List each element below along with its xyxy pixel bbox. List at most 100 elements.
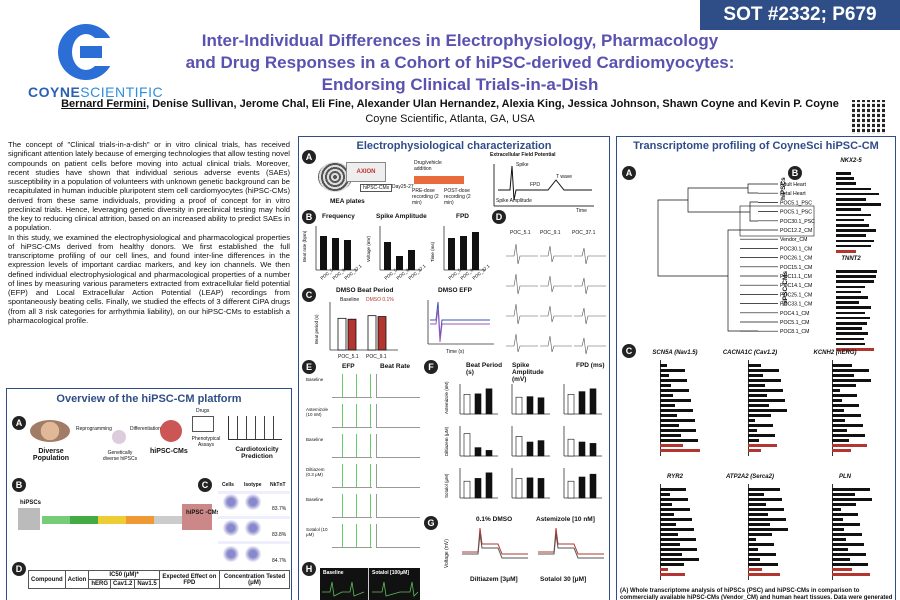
tree-leaf-label: POC26.1_CM — [780, 256, 812, 262]
tree-leaf-label: POC5.1_PSC — [780, 210, 812, 216]
axion-device: AXION — [346, 162, 386, 182]
c-hbar — [660, 369, 685, 372]
e-trace — [332, 434, 372, 458]
c-hbar — [832, 503, 857, 506]
introduction-text: The concept of "Clinical trials-in-a-dis… — [8, 140, 290, 325]
a-fpd-label: FPD — [530, 182, 540, 188]
c-hbar — [660, 528, 694, 531]
e-trace — [332, 524, 372, 548]
b-hbar — [836, 177, 854, 180]
hipscs-image — [18, 508, 40, 530]
b-bar-1-2 — [408, 250, 415, 270]
b-bar-2-1 — [460, 236, 467, 270]
c-bar-0 — [337, 317, 347, 351]
reprogramming-label: Reprogramming — [76, 426, 112, 432]
g-title-diltiazem: Diltiazem [3μM] — [470, 576, 518, 583]
f-bar-1-0-1 — [474, 447, 482, 457]
c-hbar — [748, 513, 769, 516]
f-bar-1-2-2 — [589, 443, 597, 457]
e-row-label: Diltiazem (0.3 μM) — [306, 467, 325, 477]
b-hbar — [836, 306, 871, 309]
c-hbar — [748, 419, 756, 422]
c-axis — [832, 360, 833, 456]
b-hbar — [836, 229, 876, 232]
b-hbar — [836, 342, 865, 346]
e-beatrate-box — [376, 434, 420, 458]
e-beatrate-box — [376, 404, 420, 428]
c-hbar — [660, 419, 695, 422]
e-row-label: Baseline — [306, 377, 324, 382]
a-amp-label: Spike Amplitude — [496, 198, 532, 204]
c-hbar — [832, 404, 860, 407]
b-title-spike: Spike Amplitude — [376, 213, 427, 220]
b-title-fpd: FPD — [456, 213, 469, 220]
gene-nkx25: NKX2-5 — [840, 158, 862, 164]
c-hbar — [748, 444, 777, 447]
c-hbar — [660, 374, 670, 377]
tree-leaf-label: Adult Heart — [780, 182, 807, 188]
hipsc-cms-b-label: hiPSC -CMs — [186, 510, 221, 516]
c-hbar — [748, 384, 766, 387]
poster-title: Inter-Individual Differences in Electrop… — [185, 31, 735, 95]
c-efp-trace — [427, 300, 494, 345]
b-hbar — [836, 250, 856, 253]
c-hbar — [748, 409, 787, 412]
c-hbar — [748, 434, 775, 437]
tree-leaf-label: Vendor_CM — [780, 237, 807, 243]
c-hbar — [660, 508, 690, 511]
tree-leaf-label: POC5.1_CM — [780, 320, 809, 326]
tree-leaf-label: POC11.1_CM — [780, 274, 812, 280]
f-bar-2-1-1 — [526, 477, 534, 499]
c-title-efp: DMSO EFP — [438, 287, 472, 294]
tree-branch-1 — [747, 183, 758, 194]
facs-value-2: 83.8% — [272, 532, 287, 538]
overview-letter-b: B — [12, 478, 26, 492]
b-hbar — [836, 172, 851, 175]
tree-leaf-label: POC33.1_CM — [780, 302, 812, 308]
c-hbar — [660, 429, 697, 432]
c-hbar — [748, 533, 772, 536]
h-recording-panel: Baseline Sotalol [100μM] — [320, 568, 420, 600]
electro-letter-f: F — [424, 360, 438, 374]
diverse-population-label: Diverse Population — [32, 448, 70, 462]
tree-branch-5 — [657, 199, 728, 277]
c-hbar — [748, 498, 783, 501]
c-hbar — [660, 414, 677, 417]
b-hbar — [836, 285, 865, 289]
b-hbar — [836, 203, 881, 206]
c-hbar — [660, 434, 681, 437]
dendrogram: Adult Heart Fetal Heart POC5.1_PSC POC5.1_P… — [657, 182, 815, 335]
mea-plates-label: MEA plates — [330, 198, 365, 205]
c-title-beat: DMSO Beat Period — [336, 287, 394, 294]
group-hipscs-label: hiPSCs — [780, 177, 787, 200]
c-hbar — [660, 503, 672, 506]
chart-c: Beat period (s) — [314, 302, 398, 351]
c-hbar — [660, 543, 680, 546]
facs-col-nktnt: NkTnT — [270, 482, 286, 488]
c-hbar — [748, 364, 762, 367]
electro-letter-d: D — [492, 210, 506, 224]
qr-code-icon[interactable] — [852, 100, 886, 134]
e-row-label: Astemizole (10 nM) — [306, 407, 329, 417]
f-bar-2-0-0 — [463, 480, 471, 499]
f-bar-2-2-0 — [567, 480, 575, 499]
c-hbar — [660, 518, 692, 521]
b-hbar — [836, 213, 871, 217]
b-hbar — [836, 280, 874, 283]
transcriptome-letter-b: B — [788, 166, 802, 180]
f-row-label-0: Astemizole (nM) — [444, 381, 449, 414]
c-hbar — [748, 394, 768, 397]
first-author: Bernard Fermini — [61, 98, 147, 110]
c-bar-3 — [377, 316, 387, 351]
c-hbar — [748, 543, 774, 546]
chart-f: Astemizole (nM) Diltiazem (μM) Sotalol (μM… — [444, 381, 602, 499]
b-hbar — [836, 311, 865, 315]
e-trace — [332, 404, 372, 428]
tree-leaf-label: POC5.1_PSC — [780, 200, 812, 206]
c-hbar — [660, 384, 672, 387]
e-beatrate-box — [376, 464, 420, 488]
c-hbar — [832, 538, 847, 541]
f-bar-0-2-1 — [578, 391, 586, 415]
facs-col-cells: Cells — [222, 482, 234, 488]
